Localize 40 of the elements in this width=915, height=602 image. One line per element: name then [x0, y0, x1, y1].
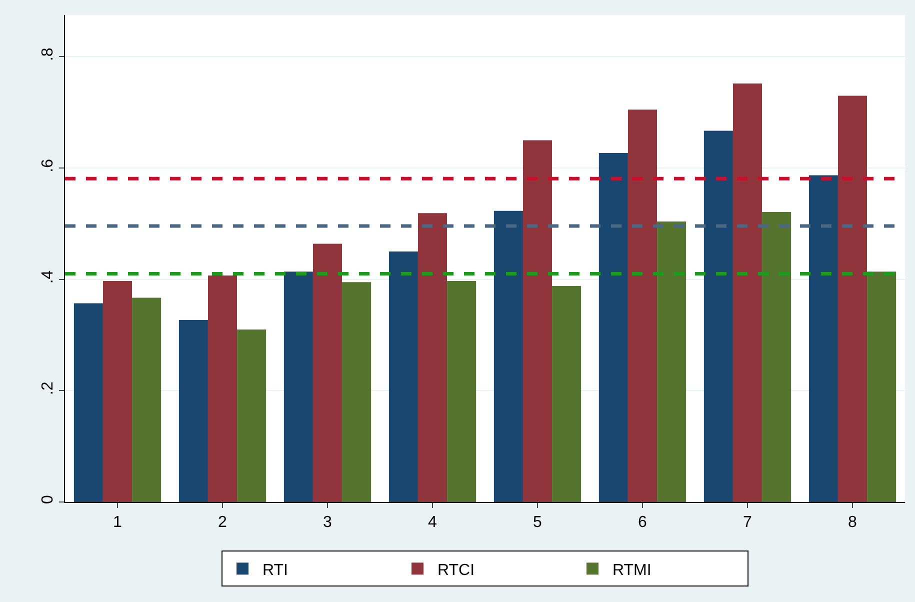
bar: [237, 329, 266, 502]
x-tick-label: 8: [848, 514, 858, 532]
bar: [657, 221, 686, 502]
y-tick-label: .2: [40, 382, 57, 395]
bar: [598, 153, 628, 502]
legend-label: RTCI: [438, 562, 475, 579]
y-tick-label: .8: [40, 48, 57, 62]
bar: [867, 272, 896, 502]
bar: [494, 210, 523, 502]
x-tick-label: 1: [113, 514, 122, 532]
bar: [808, 175, 838, 502]
bar: [522, 140, 552, 502]
bar: [628, 110, 658, 502]
x-tick-label: 4: [428, 514, 438, 532]
bar: [838, 96, 868, 502]
y-tick-label: .4: [40, 270, 57, 284]
bar: [178, 320, 208, 502]
bar: [102, 281, 132, 502]
bar: [284, 272, 313, 502]
bar: [388, 252, 418, 502]
bar: [447, 281, 476, 502]
x-tick-label: 3: [323, 514, 332, 532]
bar: [342, 282, 372, 502]
bar: [762, 212, 792, 502]
x-tick-label: 5: [533, 514, 542, 532]
bar: [732, 83, 762, 502]
bar: [312, 244, 342, 502]
bar: [418, 213, 448, 502]
bar: [74, 303, 103, 502]
legend-label: RTMI: [612, 562, 652, 579]
bar: [704, 130, 733, 502]
x-tick-label: 2: [218, 514, 228, 532]
y-tick-label: 0: [40, 495, 57, 504]
y-tick-label: .6: [40, 158, 57, 172]
x-tick-label: 7: [743, 514, 752, 532]
x-tick-label: 6: [638, 514, 648, 532]
legend-label: RTI: [262, 562, 288, 579]
bar: [208, 275, 238, 502]
bar: [132, 298, 162, 502]
bar: [552, 286, 582, 502]
